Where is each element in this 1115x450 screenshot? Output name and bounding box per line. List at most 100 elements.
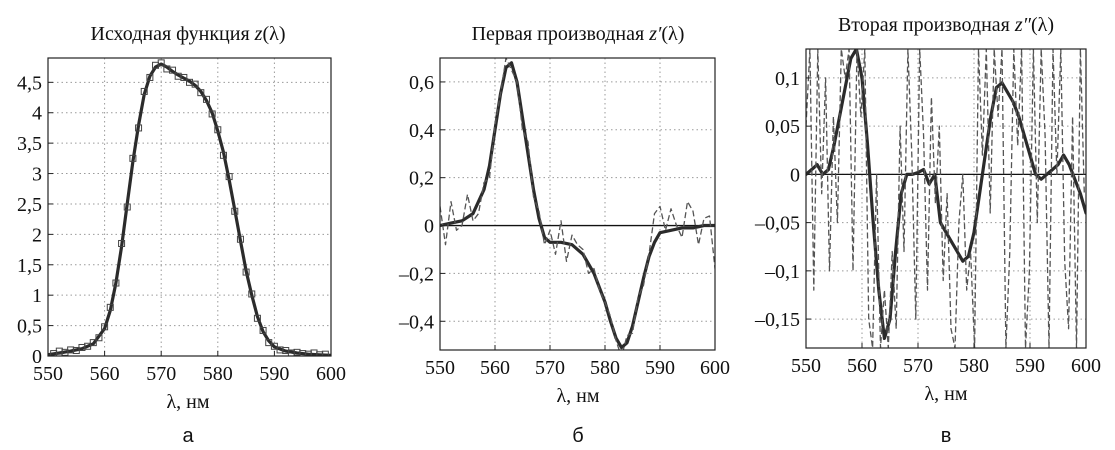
data-point-marker — [197, 89, 205, 97]
y-tick-label: 2 — [32, 224, 42, 246]
y-tick-label: 0,5 — [17, 316, 42, 338]
x-axis-label: λ, нм — [166, 391, 209, 413]
x-tick-label: 590 — [645, 357, 675, 379]
y-tick-label: –0,1 — [764, 261, 800, 283]
y-tick-label: 3,5 — [17, 133, 42, 155]
y-tick-label: 0,05 — [765, 116, 800, 138]
x-tick-label: 580 — [590, 357, 620, 379]
y-tick-label: 2,5 — [17, 194, 42, 216]
series-noisy-line — [440, 58, 715, 350]
data-point-marker — [202, 95, 210, 103]
y-tick-label: 4 — [32, 103, 42, 125]
chart-title-argument: (λ) — [661, 23, 684, 45]
y-tick-label: 1 — [32, 285, 42, 307]
data-point-marker — [242, 268, 250, 276]
data-point-marker — [236, 235, 244, 243]
chart-title: Вторая производная z″(λ) — [838, 14, 1054, 36]
data-point-marker — [140, 87, 148, 95]
chart-panel-2: Первая производная z′(λ) 550 560 570 580 590 6… — [398, 23, 730, 447]
x-tick-label: 560 — [480, 357, 510, 379]
x-tick-label: 600 — [316, 363, 346, 385]
x-tick-label: 580 — [959, 355, 989, 377]
y-tick-label: 3 — [32, 164, 42, 186]
y-tick-label: 4,5 — [17, 72, 42, 94]
y-tick-label: –0,05 — [754, 213, 800, 235]
panel-label: а — [182, 425, 194, 447]
data-point-marker — [321, 350, 329, 356]
x-tick-label: 560 — [90, 363, 120, 385]
x-axis-label: λ, нм — [924, 383, 967, 405]
x-tick-label: 550 — [425, 357, 455, 379]
plot-area — [48, 59, 331, 356]
y-tick-label: –0,4 — [398, 311, 434, 333]
chart-title-argument: (λ) — [1031, 14, 1054, 36]
series-smoothed-line — [440, 61, 715, 350]
chart-title-text: Исходная функция — [91, 23, 255, 45]
data-point-marker — [106, 303, 114, 311]
data-point-marker — [253, 314, 261, 322]
x-tick-label: 600 — [700, 357, 730, 379]
data-point-marker — [112, 279, 120, 287]
chart-title: Исходная функция z(λ) — [91, 23, 286, 45]
x-tick-label: 550 — [791, 355, 821, 377]
y-tick-label: 0 — [424, 216, 434, 238]
x-tick-label: 600 — [1071, 355, 1101, 377]
data-point-marker — [191, 80, 199, 88]
y-tick-label: 0 — [32, 346, 42, 368]
x-axis-label: λ, нм — [556, 385, 599, 407]
x-tick-label: 570 — [146, 363, 176, 385]
data-point-marker — [135, 124, 143, 132]
plot-area — [806, 49, 1086, 348]
series-smoothed-line — [48, 62, 331, 356]
plot-frame — [439, 57, 716, 351]
y-tick-label: 0,4 — [409, 120, 434, 142]
plot-area — [440, 58, 715, 350]
data-point-marker — [248, 290, 256, 298]
chart-title-text: Первая производная — [472, 23, 650, 45]
x-tick-label: 590 — [259, 363, 289, 385]
data-point-marker — [123, 203, 131, 211]
data-point-marker — [129, 154, 137, 162]
data-point-marker — [157, 59, 165, 67]
chart-title-variable: z′ — [648, 23, 662, 45]
data-point-marker — [214, 126, 222, 134]
chart-title-text: Вторая производная — [838, 14, 1015, 36]
data-point-marker — [118, 239, 126, 247]
data-point-marker — [225, 173, 233, 181]
x-tick-label: 570 — [535, 357, 565, 379]
data-point-marker — [265, 339, 273, 347]
data-point-marker — [89, 339, 97, 347]
series-noisy-line — [806, 49, 1085, 348]
data-point-marker — [84, 342, 92, 350]
data-point-marker — [231, 207, 239, 215]
y-tick-label: 0,6 — [409, 72, 434, 94]
y-tick-label: 0,2 — [409, 168, 434, 190]
data-point-marker — [208, 110, 216, 118]
y-tick-label: –0,15 — [754, 309, 800, 331]
y-tick-label: 0,1 — [775, 68, 800, 90]
data-point-marker — [95, 334, 103, 342]
x-tick-label: 570 — [903, 355, 933, 377]
data-point-marker — [169, 66, 177, 74]
series-smoothed-line — [806, 49, 1086, 340]
x-tick-label: 580 — [203, 363, 233, 385]
data-point-marker — [101, 323, 109, 331]
data-point-marker — [180, 73, 188, 81]
y-tick-label: –0,2 — [398, 263, 434, 285]
panel-label: в — [941, 425, 952, 447]
chart-title: Первая производная z′(λ) — [472, 23, 685, 45]
chart-panel-1: Исходная функция z(λ) 550 560 570 580 590 600 0… — [17, 23, 346, 447]
data-point-marker — [146, 73, 154, 81]
chart-title-argument: (λ) — [262, 23, 285, 45]
data-point-marker — [219, 151, 227, 159]
x-tick-label: 560 — [847, 355, 877, 377]
y-tick-label: 1,5 — [17, 255, 42, 277]
y-tick-label: 0 — [790, 164, 800, 186]
plot-frame — [805, 48, 1087, 349]
chart-panel-3: Вторая производная z″(λ) 550 560 570 580 590 6… — [754, 14, 1101, 447]
x-tick-label: 590 — [1015, 355, 1045, 377]
data-point-marker — [270, 342, 278, 350]
chart-title-variable: z — [254, 23, 263, 45]
plot-frame — [47, 57, 332, 357]
